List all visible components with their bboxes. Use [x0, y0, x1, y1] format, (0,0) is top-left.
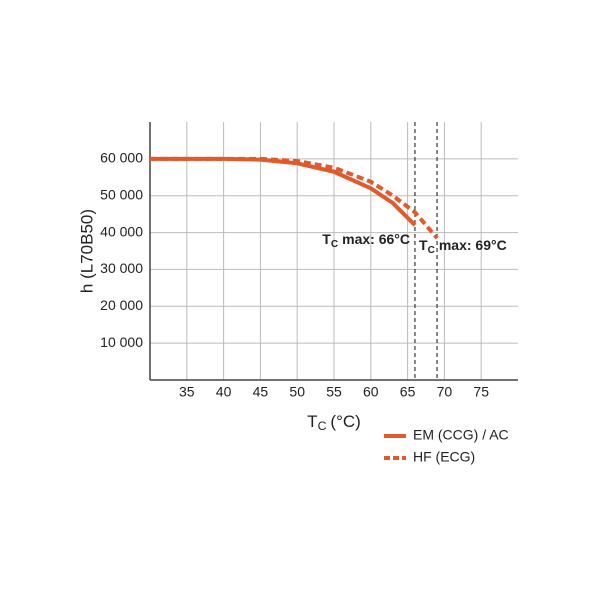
x-tick-label: 55 — [326, 384, 342, 400]
y-tick-label: 20 000 — [100, 297, 143, 313]
x-tick-label: 70 — [437, 384, 453, 400]
x-tick-label: 75 — [473, 384, 489, 400]
y-tick-label: 50 000 — [100, 186, 143, 202]
x-tick-label: 65 — [400, 384, 416, 400]
series-line — [150, 156, 417, 227]
series-line — [150, 156, 439, 240]
y-tick-label: 30 000 — [100, 260, 143, 276]
y-tick-label: 10 000 — [100, 334, 143, 350]
annotation: TC max: 66°C — [322, 231, 410, 250]
x-tick-label: 40 — [216, 384, 232, 400]
annotation-text: max: 69°C — [439, 237, 507, 253]
x-axis-label: TC (°C) — [307, 412, 361, 433]
annotation: TC max: 69°C — [419, 237, 507, 256]
legend-label: EM (CCG) / AC — [413, 427, 509, 443]
x-axis-label-subscript: C — [318, 419, 327, 433]
annotation-subscript: C — [331, 239, 338, 250]
annotation-subscript: C — [428, 245, 435, 256]
x-tick-label: 35 — [179, 384, 195, 400]
x-tick-label: 50 — [289, 384, 305, 400]
y-tick-label: 40 000 — [100, 223, 143, 239]
legend-label: HF (ECG) — [413, 449, 475, 465]
annotation-symbol: T — [419, 237, 428, 253]
y-tick-label: 60 000 — [100, 150, 143, 166]
x-axis-label-symbol: T — [307, 412, 317, 431]
annotation-text: max: 66°C — [342, 231, 410, 247]
x-tick-label: 60 — [363, 384, 379, 400]
y-axis-label: h (L70B50) — [77, 209, 96, 293]
x-axis-label-text: (°C) — [330, 412, 360, 431]
x-tick-label: 45 — [253, 384, 269, 400]
annotation-symbol: T — [322, 231, 331, 247]
